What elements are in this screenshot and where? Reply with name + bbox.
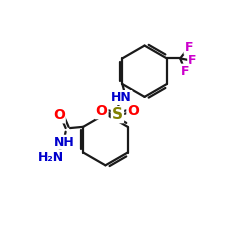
Text: NH: NH: [54, 136, 75, 149]
Text: F: F: [184, 41, 193, 54]
Text: O: O: [128, 104, 139, 118]
Text: HN: HN: [111, 91, 132, 104]
Text: F: F: [181, 64, 189, 78]
Text: H₂N: H₂N: [38, 151, 64, 164]
Text: O: O: [53, 108, 65, 122]
Text: O: O: [96, 104, 108, 118]
Text: F: F: [188, 54, 197, 67]
Text: S: S: [112, 107, 123, 122]
